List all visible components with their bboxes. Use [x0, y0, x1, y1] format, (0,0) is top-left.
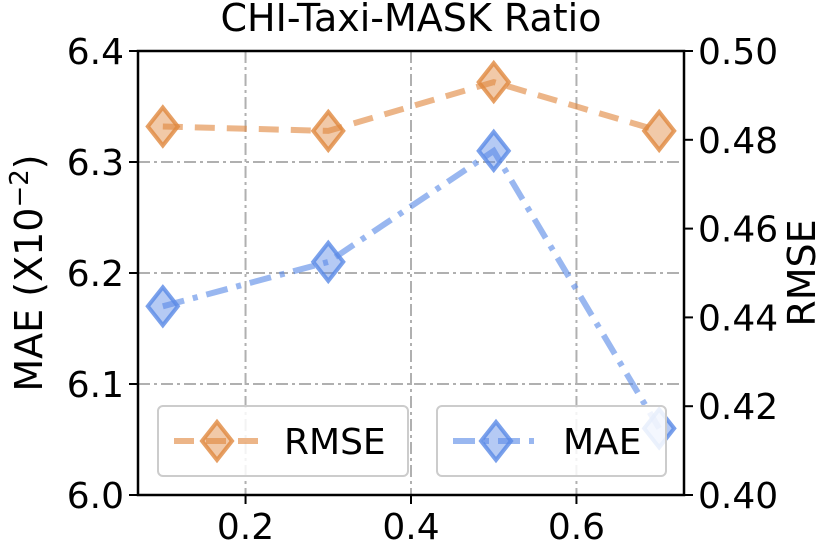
- y-right-tick-label: 0.44: [698, 298, 778, 339]
- y-axis-left-label: MAE (X10−2): [5, 154, 51, 391]
- legend-label: MAE: [563, 422, 641, 463]
- x-tick-label: 0.4: [382, 507, 439, 542]
- rmse-point: [476, 59, 512, 105]
- y-right-tick-label: 0.48: [698, 121, 778, 162]
- legend-marker: [478, 418, 514, 464]
- x-tick-label: 0.2: [217, 507, 274, 542]
- mae-point: [476, 128, 512, 174]
- y-left-tick-label: 6.1: [67, 365, 124, 406]
- legend-label: RMSE: [284, 422, 386, 463]
- legend: RMSE MAE: [157, 405, 667, 477]
- y-axis-left-label-text: MAE (X10: [7, 208, 51, 392]
- y-axis-left-label-suffix: ): [7, 154, 51, 169]
- y-left-tick-label: 6.3: [67, 143, 124, 184]
- y-axis-right: 0.40 0.42 0.44 0.46 0.48 0.50: [684, 32, 778, 517]
- mae-point: [145, 284, 181, 329]
- y-axis-left: 6.0 6.1 6.2 6.3 6.4: [67, 32, 138, 517]
- rmse-point: [310, 108, 346, 154]
- y-axis-right-label: RMSE: [780, 219, 824, 326]
- y-right-tick-label: 0.46: [698, 210, 778, 251]
- y-right-tick-label: 0.40: [698, 476, 778, 517]
- y-left-tick-label: 6.4: [67, 32, 124, 73]
- chart-title: CHI-Taxi-MASK Ratio: [221, 0, 602, 40]
- y-right-tick-label: 0.42: [698, 387, 778, 428]
- rmse-point: [641, 108, 677, 154]
- x-axis: 0.2 0.4 0.6: [217, 495, 605, 542]
- x-tick-label: 0.6: [548, 507, 605, 542]
- rmse-series-line: [162, 78, 661, 134]
- y-left-tick-label: 6.2: [67, 254, 124, 295]
- y-axis-left-label-exponent: −2: [5, 169, 35, 207]
- mae-series-line: [162, 146, 662, 430]
- y-left-tick-label: 6.0: [67, 476, 124, 517]
- mae-point: [310, 239, 346, 285]
- legend-marker: [199, 418, 235, 464]
- y-right-tick-label: 0.50: [698, 32, 778, 73]
- rmse-point: [145, 104, 181, 149]
